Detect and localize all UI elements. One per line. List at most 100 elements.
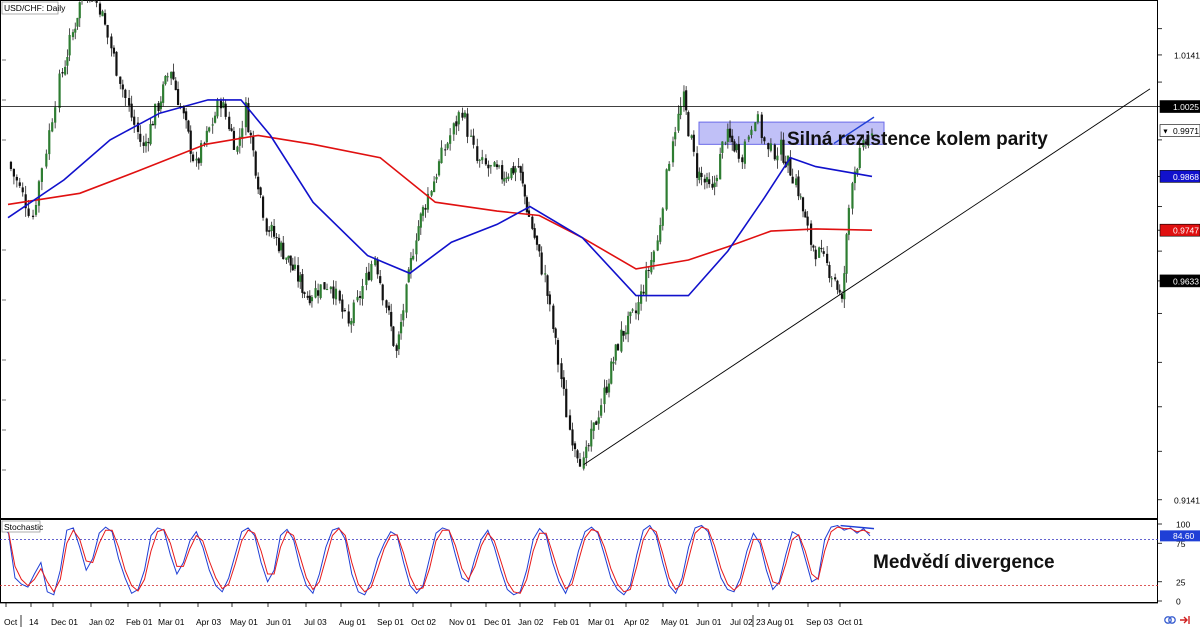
candle-body — [285, 257, 287, 260]
candle-body — [412, 256, 414, 259]
candle-body — [810, 224, 812, 245]
price-tag: 0.9633 — [1160, 275, 1200, 287]
candle-body — [595, 421, 597, 424]
x-axis-label: Feb 01 — [553, 617, 580, 627]
candle-body — [802, 197, 804, 211]
candle-body — [856, 169, 858, 173]
candle-body — [236, 147, 238, 152]
candle-body — [172, 72, 174, 80]
candle-body — [323, 282, 325, 289]
candle-body — [727, 129, 729, 142]
footer-icons[interactable] — [1165, 616, 1189, 624]
candle-body — [365, 273, 367, 285]
candle-body — [668, 164, 670, 171]
price-panel — [0, 0, 1158, 519]
candle-body — [729, 129, 731, 138]
candle-body — [167, 76, 169, 77]
x-axis-label: Jan 02 — [89, 617, 115, 627]
candle-body — [719, 154, 721, 179]
candle-body — [848, 208, 850, 235]
candle-body — [657, 240, 659, 250]
candle-body — [836, 281, 838, 290]
candle-body — [262, 197, 264, 218]
x-axis-label: 23 — [756, 617, 766, 627]
candle-body — [410, 258, 412, 270]
candle-body — [721, 141, 723, 152]
x-axis-label: Jul 02 — [730, 617, 753, 627]
candle-body — [74, 29, 76, 33]
candle-body — [438, 161, 440, 175]
x-axis-label: Sep 01 — [377, 617, 404, 627]
candle-body — [490, 165, 492, 166]
x-axis-label: Apr 02 — [624, 617, 649, 627]
candle-body — [485, 158, 487, 164]
x-axis-label: Jul 03 — [304, 617, 327, 627]
candle-body — [677, 114, 679, 131]
candle-body — [698, 172, 700, 180]
candle-body — [738, 144, 740, 159]
candle-body — [64, 67, 66, 75]
candle-body — [843, 273, 845, 299]
candle-body — [38, 181, 40, 205]
link-icon[interactable] — [1165, 617, 1175, 623]
resistance-annotation: Silná rezistence kolem parity — [787, 129, 1048, 150]
candle-body — [571, 429, 573, 445]
candle-body — [104, 13, 106, 25]
candle-body — [666, 169, 668, 209]
candle-body — [606, 387, 608, 393]
candle-body — [834, 277, 836, 279]
candle-body — [206, 131, 208, 142]
candle-body — [48, 130, 50, 154]
candle-body — [275, 237, 277, 238]
candle-body — [332, 287, 334, 299]
candle-body — [435, 177, 437, 180]
x-axis-label: Jan 02 — [518, 617, 544, 627]
candle-body — [152, 124, 154, 125]
signal-arrow-icon[interactable] — [1180, 616, 1189, 624]
candle-body — [314, 288, 316, 297]
candle-body — [711, 184, 713, 188]
candle-body — [379, 276, 381, 283]
x-axis-label: May 01 — [230, 617, 258, 627]
candle-body — [294, 265, 296, 269]
candle-body — [415, 240, 417, 254]
price-tag-label: 0.9747 — [1173, 226, 1199, 236]
x-axis-label: Jun 01 — [266, 617, 292, 627]
candle-body — [579, 459, 581, 467]
candle-body — [344, 310, 346, 311]
candle-body — [464, 113, 466, 118]
candle-body — [195, 159, 197, 161]
candle-body — [66, 57, 68, 66]
candle-body — [470, 136, 472, 137]
candle-body — [704, 179, 706, 183]
x-axis-label: Nov 01 — [449, 617, 476, 627]
candle-body — [524, 185, 526, 197]
candle-body — [35, 205, 37, 215]
candle-body — [585, 447, 587, 458]
candle-body — [708, 179, 710, 184]
candle-body — [725, 143, 727, 144]
candle-body — [433, 181, 435, 192]
x-axis-label: Aug 01 — [767, 617, 794, 627]
candle-body — [659, 225, 661, 242]
candle-body — [405, 284, 407, 312]
candle-body — [487, 165, 489, 169]
x-axis-label: May 01 — [661, 617, 689, 627]
candle-body — [590, 429, 592, 447]
candle-body — [612, 362, 614, 364]
candle-body — [512, 166, 514, 173]
candle-body — [99, 3, 101, 14]
candle-body — [290, 256, 292, 266]
candle-body — [744, 141, 746, 163]
candle-body — [110, 36, 112, 48]
candle-body — [736, 144, 738, 150]
candle-body — [733, 141, 735, 151]
candle-body — [648, 270, 650, 271]
candle-body — [208, 127, 210, 131]
candle-body — [823, 251, 825, 254]
candle-body — [610, 361, 612, 383]
candle-body — [330, 287, 332, 289]
candle-body — [187, 121, 189, 132]
candle-body — [518, 166, 520, 167]
